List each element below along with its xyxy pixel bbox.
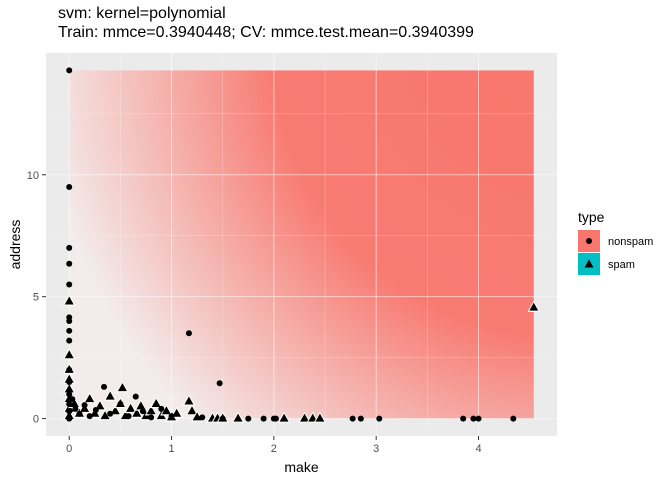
legend-label-nonspam: nonspam <box>608 236 653 248</box>
legend-circle-icon <box>586 238 592 244</box>
spam-point <box>95 401 105 410</box>
spam-point <box>117 383 127 392</box>
chart-title: svm: kernel=polynomial <box>58 5 226 22</box>
spam-point <box>233 413 243 422</box>
nonspam-point <box>72 405 79 412</box>
nonspam-point <box>219 415 226 422</box>
spam-point <box>529 302 539 311</box>
spam-point <box>151 398 161 407</box>
nonspam-point <box>66 260 73 267</box>
spam-point <box>315 413 325 422</box>
spam-point <box>300 413 310 422</box>
nonspam-point <box>357 415 364 422</box>
y-tick-label: 10 <box>27 170 39 182</box>
spam-point <box>100 411 110 420</box>
nonspam-point <box>117 400 124 407</box>
spam-point <box>69 398 79 407</box>
nonspam-point <box>148 414 155 421</box>
nonspam-point <box>475 415 482 422</box>
nonspam-point <box>66 281 73 288</box>
nonspam-point <box>66 400 73 407</box>
x-axis-label: make <box>284 459 318 475</box>
nonspam-point <box>81 402 88 409</box>
spam-point <box>105 391 115 400</box>
x-tick-label: 1 <box>168 443 174 455</box>
nonspam-point <box>107 410 114 417</box>
nonspam-point <box>66 67 73 74</box>
prediction-surface <box>69 70 534 419</box>
nonspam-point <box>66 244 73 251</box>
nonspam-point <box>376 415 383 422</box>
nonspam-point <box>66 408 73 415</box>
nonspam-point <box>245 415 252 422</box>
nonspam-point <box>139 408 146 415</box>
nonspam-point <box>92 407 99 414</box>
nonspam-point <box>66 327 73 334</box>
nonspam-point <box>470 415 477 422</box>
spam-point <box>126 403 136 412</box>
spam-point <box>172 408 182 417</box>
nonspam-point <box>66 337 73 344</box>
nonspam-point <box>260 415 267 422</box>
spam-point <box>132 408 142 417</box>
spam-point <box>184 396 194 405</box>
nonspam-point <box>66 183 73 190</box>
y-tick-label: 0 <box>33 414 39 426</box>
legend-triangle-icon <box>584 259 594 268</box>
spam-point <box>110 406 120 415</box>
nonspam-point <box>125 413 132 420</box>
legend-title: type <box>578 209 605 225</box>
nonspam-point <box>66 391 73 398</box>
nonspam-point <box>66 415 73 422</box>
spam-point <box>192 412 202 421</box>
spam-point <box>146 406 156 415</box>
surface-fill <box>69 70 534 419</box>
x-tick-label: 2 <box>271 443 277 455</box>
spam-point <box>85 394 95 403</box>
nonspam-point <box>66 379 73 386</box>
nonspam-point <box>510 415 517 422</box>
nonspam-point <box>101 383 108 390</box>
spam-point <box>136 401 146 410</box>
nonspam-point <box>272 415 279 422</box>
spam-point <box>64 350 74 359</box>
legend-label-spam: spam <box>608 259 635 271</box>
nonspam-point <box>216 380 223 387</box>
chart-subtitle: Train: mmce=0.3940448; CV: mmce.test.mea… <box>58 24 474 41</box>
nonspam-point <box>66 318 73 325</box>
nonspam-point <box>185 330 192 337</box>
x-tick-label: 0 <box>66 443 72 455</box>
spam-point <box>187 406 197 415</box>
data-points <box>62 67 541 423</box>
nonspam-point <box>158 405 165 412</box>
nonspam-point <box>349 415 356 422</box>
x-tick-label: 3 <box>373 443 379 455</box>
nonspam-point <box>69 396 76 403</box>
y-tick-label: 5 <box>33 292 39 304</box>
spam-point <box>161 406 171 415</box>
nonspam-point <box>132 393 139 400</box>
nonspam-point <box>66 366 73 373</box>
y-axis-label: address <box>7 220 23 270</box>
nonspam-point <box>168 413 175 420</box>
nonspam-point <box>86 413 93 420</box>
x-tick-label: 4 <box>475 443 481 455</box>
nonspam-point <box>76 410 83 417</box>
spam-point <box>64 296 74 305</box>
axes: 0 1 2 3 4 0 5 10 make address <box>7 170 482 475</box>
spam-point <box>64 384 74 393</box>
spam-point <box>308 413 318 422</box>
nonspam-point <box>460 415 467 422</box>
nonspam-point <box>199 414 206 421</box>
spam-point <box>279 413 289 422</box>
